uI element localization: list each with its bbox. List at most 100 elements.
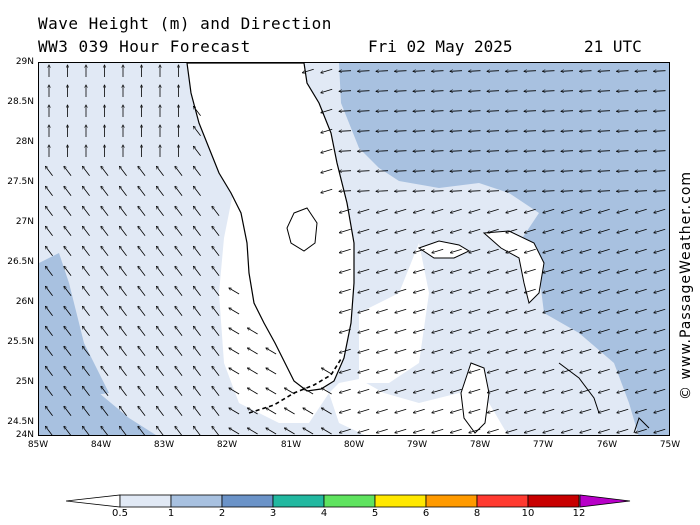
wave-arrow xyxy=(506,288,518,293)
wave-arrow xyxy=(543,71,555,72)
wave-arrow xyxy=(654,388,666,393)
wave-arrow xyxy=(635,348,647,353)
wave-arrow xyxy=(561,228,573,233)
wave-arrow xyxy=(450,408,462,413)
wave-arrow xyxy=(506,408,518,413)
wave-arrow xyxy=(524,91,537,92)
wave-arrow xyxy=(469,328,481,333)
lat-label: 28N xyxy=(15,137,34,147)
wave-arrow xyxy=(339,208,351,213)
wave-arrow xyxy=(506,91,518,92)
wave-arrow xyxy=(524,191,537,192)
wave-arrow xyxy=(524,328,536,333)
wave-arrow xyxy=(395,368,407,373)
wave-arrow xyxy=(193,106,201,117)
wave-arrow xyxy=(64,406,72,417)
wave-arrow xyxy=(543,151,555,152)
wave-arrow xyxy=(193,166,201,177)
wave-arrow xyxy=(193,186,201,197)
wave-arrow xyxy=(82,166,90,177)
wave-arrow xyxy=(358,131,370,132)
wave-arrow xyxy=(561,208,573,213)
wave-arrow xyxy=(469,388,481,393)
wave-arrow xyxy=(432,91,444,92)
wave-arrow xyxy=(524,208,536,213)
wave-arrow xyxy=(413,91,426,92)
wave-arrow xyxy=(376,171,389,172)
wave-arrow xyxy=(101,266,109,277)
colorbar-label: 0.5 xyxy=(112,508,128,519)
wave-arrow xyxy=(119,366,127,377)
wave-arrow xyxy=(506,428,518,433)
colorbar-label: 6 xyxy=(422,508,430,519)
wave-arrow xyxy=(339,248,351,253)
wave-arrow xyxy=(561,288,573,293)
wave-arrow xyxy=(119,186,127,197)
wave-arrow xyxy=(339,131,352,132)
wave-arrow xyxy=(82,386,90,397)
wave-arrow xyxy=(395,268,407,273)
wave-arrow xyxy=(635,131,648,132)
wave-arrow xyxy=(432,111,444,112)
wave-arrow xyxy=(45,266,53,277)
wave-arrow xyxy=(506,388,518,393)
wave-arrow xyxy=(450,71,463,72)
wave-arrow xyxy=(138,326,146,337)
wave-arrow xyxy=(395,171,407,172)
florida-keys xyxy=(248,358,342,414)
wave-arrow xyxy=(156,206,164,217)
wave-arrow xyxy=(175,206,183,217)
wave-arrow xyxy=(561,71,574,72)
lat-label: 29N xyxy=(15,57,34,67)
wave-arrow xyxy=(469,91,481,92)
wave-arrow xyxy=(101,206,109,217)
wave-arrow xyxy=(617,348,629,353)
wave-arrow xyxy=(561,91,574,92)
wave-arrow xyxy=(432,388,444,393)
wave-arrow xyxy=(156,186,164,197)
wave-arrow xyxy=(339,308,351,313)
wave-arrow xyxy=(598,191,611,192)
wave-arrow xyxy=(119,426,127,435)
sea-band-1-2-atlantic xyxy=(339,63,669,435)
wave-arrow xyxy=(376,111,389,112)
wave-arrow xyxy=(543,208,555,213)
wave-arrow xyxy=(524,228,536,233)
wave-arrow xyxy=(119,166,127,177)
wave-arrow xyxy=(487,228,499,233)
wave-arrow xyxy=(175,406,183,417)
wave-arrow xyxy=(82,246,90,257)
colorbar-label: 5 xyxy=(371,508,379,519)
wave-arrow xyxy=(487,328,499,333)
wave-arrow xyxy=(450,171,463,172)
wave-arrow xyxy=(175,226,183,237)
wave-arrow xyxy=(450,328,462,333)
wave-arrow xyxy=(247,408,258,415)
lon-label: 80W xyxy=(343,440,365,450)
wave-arrow xyxy=(395,228,407,233)
wave-arrow xyxy=(175,306,183,317)
wave-arrow xyxy=(432,368,444,373)
lon-label: 82W xyxy=(216,440,238,450)
wave-arrow xyxy=(580,268,592,273)
wave-arrow xyxy=(119,226,127,237)
credit-text: © www.PassageWeather.com xyxy=(678,170,694,400)
wave-arrow xyxy=(45,186,53,197)
lon-label: 75W xyxy=(659,440,681,450)
wave-arrow xyxy=(635,248,647,253)
wave-arrow xyxy=(175,166,183,177)
wave-arrow xyxy=(193,426,201,435)
lon-label: 85W xyxy=(27,440,49,450)
wave-arrow xyxy=(580,191,592,192)
wave-arrow xyxy=(138,286,146,297)
wave-arrow xyxy=(524,151,537,152)
wave-arrow xyxy=(138,266,146,277)
wave-arrow xyxy=(506,171,518,172)
colorbar-cell xyxy=(476,494,529,508)
wave-arrow xyxy=(193,146,201,157)
wave-arrow xyxy=(119,206,127,217)
wave-arrow xyxy=(432,268,444,273)
wave-arrow xyxy=(580,131,592,132)
wave-arrow xyxy=(598,308,610,313)
wave-arrow xyxy=(432,328,444,333)
